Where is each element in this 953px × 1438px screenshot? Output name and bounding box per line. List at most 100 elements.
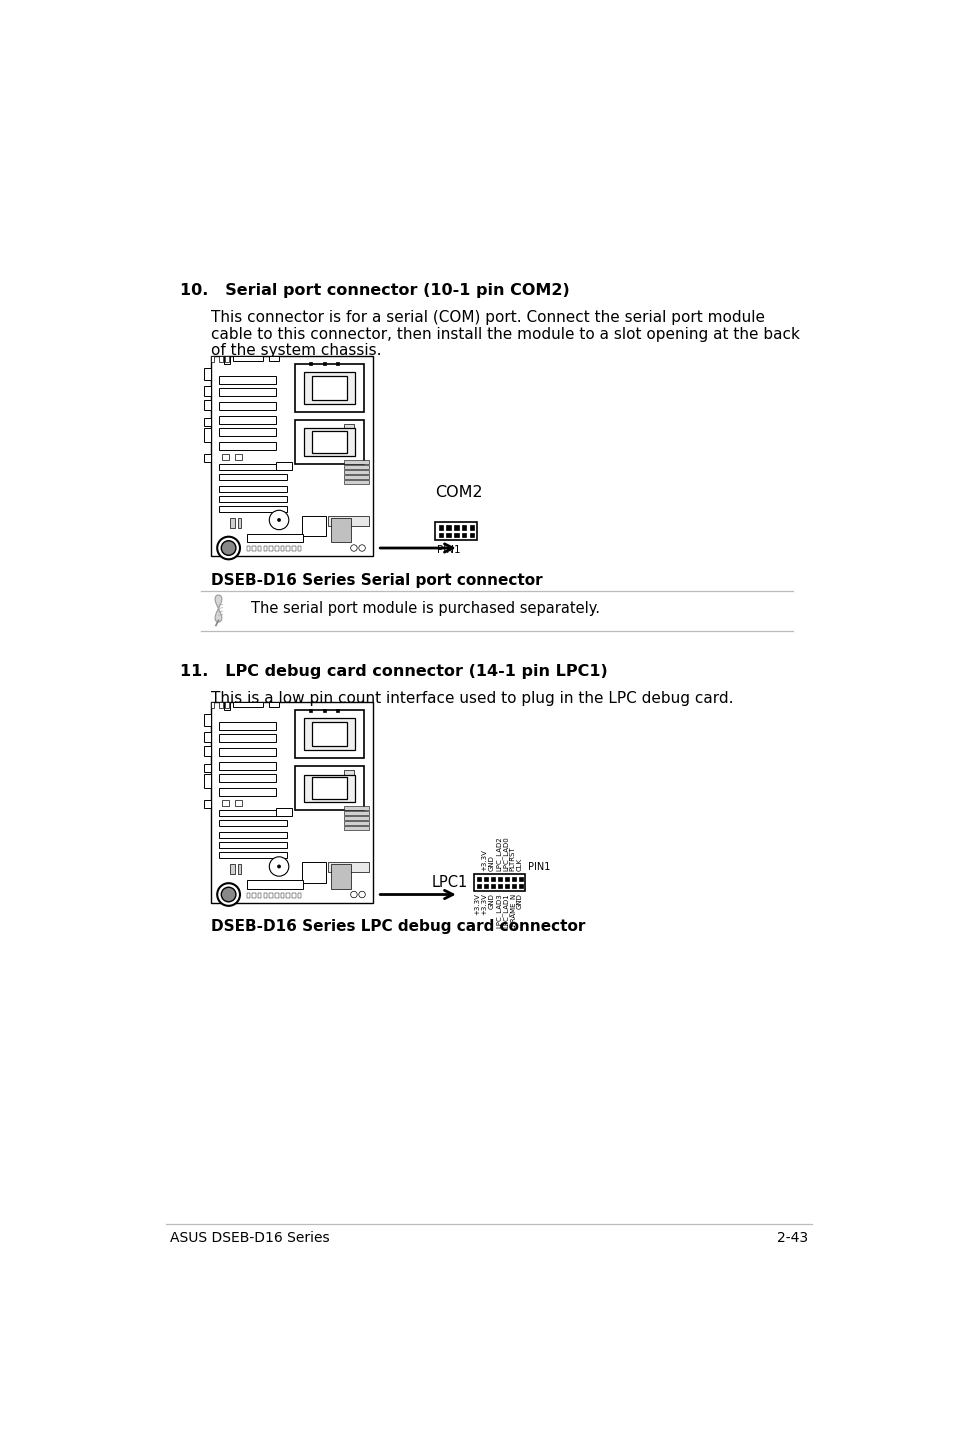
Bar — [230, 518, 234, 528]
Bar — [446, 525, 451, 529]
Text: COM2: COM2 — [435, 485, 482, 500]
Circle shape — [217, 883, 240, 906]
Bar — [504, 877, 508, 881]
Bar — [224, 355, 230, 364]
Bar — [218, 416, 275, 424]
Bar — [275, 462, 292, 470]
Bar — [218, 388, 275, 395]
Circle shape — [217, 536, 240, 559]
Bar — [344, 436, 354, 444]
Bar — [344, 821, 368, 825]
Bar — [438, 532, 443, 538]
Bar — [246, 893, 250, 897]
Bar — [263, 893, 267, 897]
Text: This connector is for a serial (COM) port. Connect the serial port module: This connector is for a serial (COM) por… — [211, 309, 764, 325]
Text: LFRAME_N: LFRAME_N — [509, 893, 516, 929]
Bar — [204, 385, 211, 395]
Bar — [269, 893, 273, 897]
Bar — [476, 884, 480, 889]
Bar — [218, 486, 287, 492]
Text: PIN1: PIN1 — [527, 863, 550, 873]
Bar — [222, 801, 229, 807]
Bar — [303, 719, 355, 751]
Bar — [328, 516, 368, 526]
Bar — [344, 424, 354, 431]
Bar — [331, 864, 351, 889]
Bar — [269, 355, 279, 361]
Bar — [222, 454, 229, 460]
Bar — [511, 884, 516, 889]
Bar — [286, 546, 290, 551]
Bar — [461, 525, 466, 529]
Circle shape — [221, 887, 235, 902]
Bar — [344, 827, 368, 831]
Text: GND: GND — [488, 854, 494, 870]
Bar — [491, 884, 495, 889]
Text: PIN1: PIN1 — [436, 545, 460, 555]
Bar — [303, 775, 355, 802]
Bar — [322, 362, 325, 365]
Bar — [344, 460, 368, 464]
Bar — [312, 778, 346, 800]
Polygon shape — [214, 595, 222, 623]
Bar — [204, 746, 211, 756]
Bar — [211, 355, 213, 362]
Text: DSEB-D16 Series Serial port connector: DSEB-D16 Series Serial port connector — [211, 572, 541, 588]
Bar — [234, 801, 241, 807]
Bar — [497, 877, 501, 881]
Bar — [234, 454, 241, 460]
Bar — [263, 546, 267, 551]
Bar — [469, 532, 474, 538]
Bar — [218, 441, 275, 450]
Bar — [218, 401, 275, 410]
Bar — [218, 496, 287, 502]
Bar — [301, 863, 326, 883]
Bar — [238, 518, 240, 528]
Bar — [344, 464, 368, 469]
Bar — [344, 480, 368, 485]
Bar — [292, 893, 295, 897]
Bar — [301, 516, 326, 536]
Bar — [461, 532, 466, 538]
Bar — [312, 722, 346, 746]
Bar — [504, 884, 508, 889]
Bar — [218, 853, 287, 858]
Bar — [204, 801, 211, 808]
Bar — [454, 525, 458, 529]
Bar — [344, 807, 368, 811]
Text: cable to this connector, then install the module to a slot opening at the back: cable to this connector, then install th… — [211, 326, 799, 342]
Bar — [218, 464, 287, 470]
Bar — [252, 893, 255, 897]
Circle shape — [269, 510, 289, 529]
Bar — [218, 811, 287, 817]
Text: CLK: CLK — [516, 857, 522, 870]
Bar — [218, 506, 287, 512]
Bar — [331, 518, 351, 542]
Circle shape — [358, 892, 365, 897]
Bar — [511, 877, 516, 881]
Bar — [204, 775, 211, 788]
Circle shape — [269, 857, 289, 876]
Bar — [295, 766, 363, 811]
Bar — [218, 775, 275, 782]
Bar — [344, 475, 368, 479]
Bar — [218, 788, 275, 797]
Bar — [336, 709, 339, 712]
Text: LPC_LAD3: LPC_LAD3 — [495, 893, 501, 928]
Bar — [204, 732, 211, 742]
Text: LPC_LAD2: LPC_LAD2 — [495, 835, 501, 870]
Bar — [204, 400, 211, 410]
Text: GND: GND — [488, 893, 494, 909]
Bar — [344, 817, 368, 821]
Text: +3.3V: +3.3V — [481, 848, 487, 870]
Bar — [204, 715, 211, 726]
Bar — [204, 418, 211, 426]
Bar — [344, 447, 354, 456]
Bar — [344, 811, 368, 815]
Bar — [257, 546, 261, 551]
Bar — [204, 454, 211, 462]
Circle shape — [358, 545, 365, 551]
Text: This is a low pin count interface used to plug in the LPC debug card.: This is a low pin count interface used t… — [211, 690, 733, 706]
Bar — [286, 893, 290, 897]
Bar — [218, 833, 287, 838]
